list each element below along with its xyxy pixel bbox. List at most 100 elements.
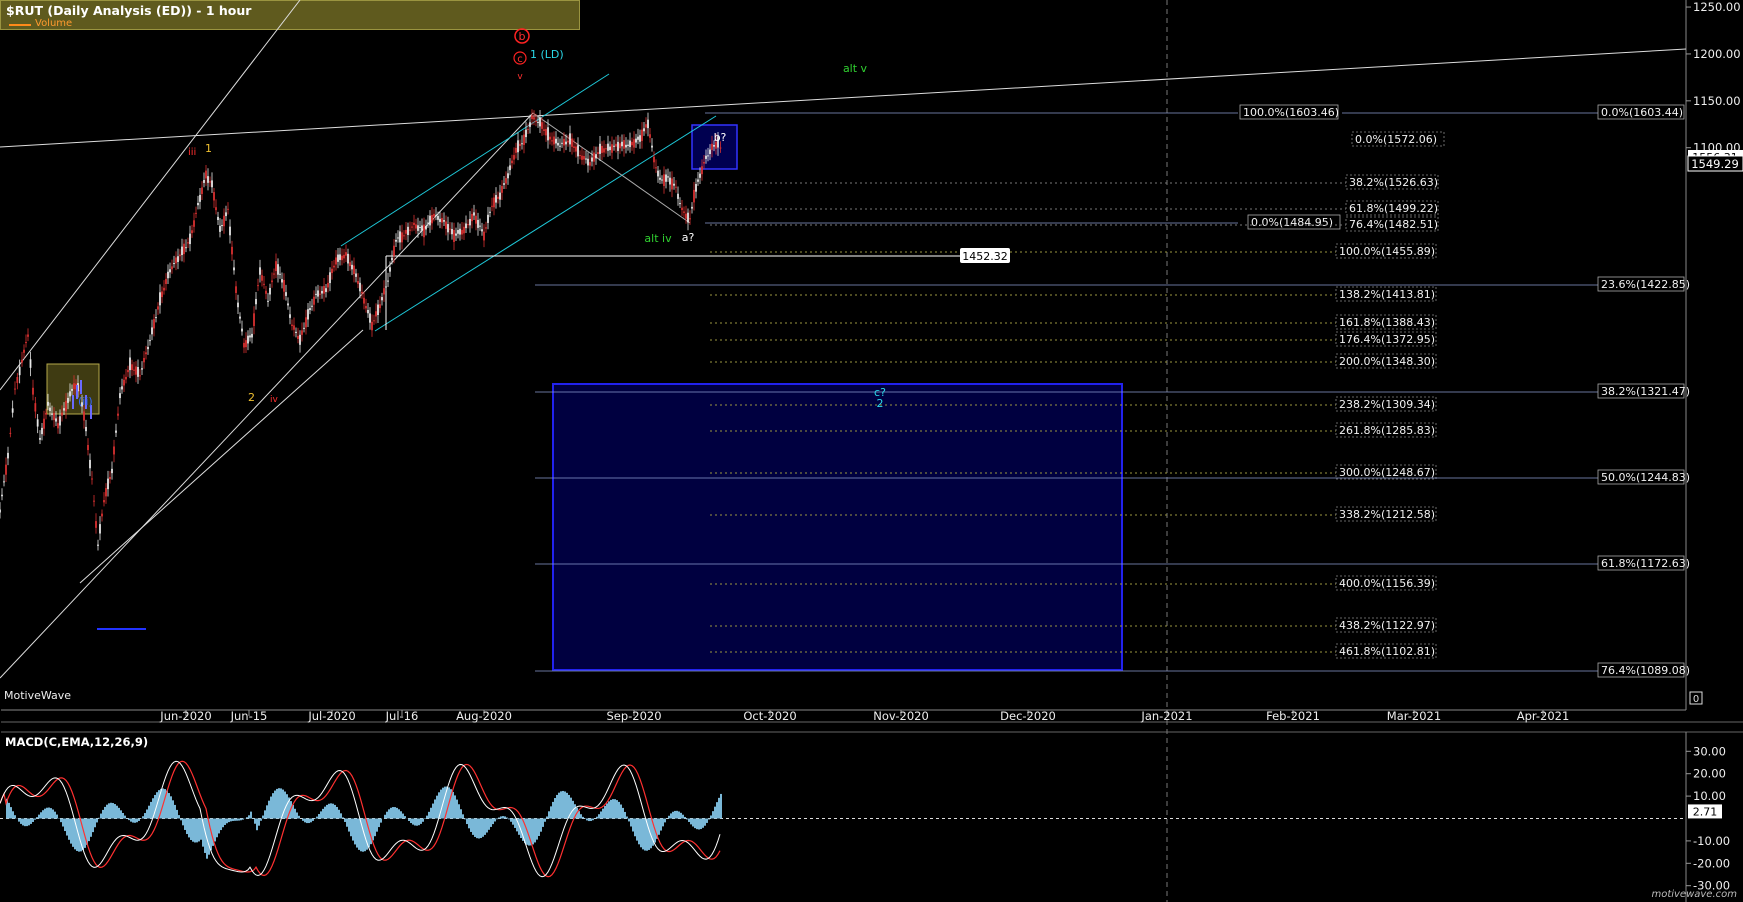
price-candle-body — [479, 225, 481, 227]
price-candle-body — [433, 213, 435, 217]
macd-histogram-bar — [568, 794, 570, 819]
y-tick-label: 1200.00 — [1693, 47, 1741, 61]
price-candle-body — [259, 267, 261, 275]
wave-label-2: 2 — [248, 391, 255, 404]
price-candle-body — [47, 401, 49, 406]
macd-histogram-bar — [552, 801, 554, 819]
price-candle-body — [301, 330, 303, 335]
macd-histogram-bar — [236, 818, 238, 821]
price-candle-body — [41, 427, 43, 435]
macd-histogram-bar — [372, 818, 374, 841]
macd-histogram-bar — [582, 816, 584, 819]
macd-histogram-bar — [84, 818, 86, 848]
macd-histogram-bar — [452, 791, 454, 819]
price-candle-body — [693, 189, 695, 203]
macd-histogram-bar — [90, 818, 92, 837]
fib-right-label-box — [1597, 276, 1685, 292]
macd-histogram-bar — [342, 817, 344, 819]
x-tick-label: Jul-16 — [385, 709, 419, 723]
macd-histogram-bar — [644, 818, 646, 851]
price-candle-body — [481, 229, 483, 232]
price-candle-body — [65, 400, 67, 412]
macd-histogram-bar — [374, 818, 376, 837]
fib-small-label: 76.4%(1482.51) — [1345, 216, 1439, 232]
macd-histogram-bar — [288, 797, 290, 819]
price-candle-body — [51, 413, 53, 415]
macd-histogram-bar — [368, 818, 370, 848]
macd-histogram-bar — [148, 805, 150, 819]
price-candle-body — [191, 230, 193, 234]
macd-histogram-bar — [32, 818, 34, 822]
macd-histogram-bar — [466, 818, 468, 825]
macd-histogram-bar — [260, 818, 262, 821]
price-candle-body — [325, 288, 327, 292]
fib-right-label: 61.8%(1172.63) — [1597, 555, 1690, 571]
macd-histogram-bar — [682, 814, 684, 819]
macd-histogram-bar — [258, 818, 260, 826]
price-candle-body — [247, 335, 249, 344]
macd-histogram-bar — [348, 818, 350, 832]
macd-histogram-bar — [462, 814, 464, 819]
price-candle-body — [351, 264, 353, 270]
macd-histogram-bar — [82, 818, 84, 851]
price-candle-body — [323, 285, 325, 294]
price-candle-body — [531, 115, 533, 120]
macd-histogram-bar — [596, 816, 598, 819]
macd-histogram-bar — [76, 818, 78, 851]
wave-label-b: b — [519, 30, 526, 43]
price-candle-body — [485, 227, 487, 229]
price-candle-body — [609, 146, 611, 151]
price-candle-body — [11, 408, 14, 413]
chart-title-box[interactable]: $RUT (Daily Analysis (ED)) - 1 hour Volu… — [0, 0, 580, 30]
price-candle-body — [219, 225, 221, 232]
fib-retrace-label: 100.0%(1603.46) — [1239, 104, 1339, 120]
macd-histogram-bar — [208, 818, 210, 855]
fib-extension-label-text: 438.2%(1122.97) — [1339, 619, 1435, 632]
macd-histogram-bar — [702, 818, 704, 828]
fib-right-label: 76.4%(1089.08) — [1597, 662, 1690, 678]
macd-histogram-bar — [56, 814, 58, 819]
price-candle-body — [405, 229, 407, 234]
price-candle-body — [223, 215, 225, 227]
macd-histogram-bar — [38, 814, 40, 819]
fib-retrace-label-text: 0.0%(1484.95) — [1251, 216, 1333, 229]
macd-histogram-bar — [358, 818, 360, 850]
macd-histogram-bar — [134, 818, 136, 823]
macd-histogram-bar — [506, 817, 508, 819]
macd-histogram-bar — [226, 818, 228, 824]
macd-histogram-bar — [530, 818, 532, 846]
price-candle-body — [461, 229, 463, 235]
macd-histogram-bar — [10, 807, 12, 819]
price-candle-body — [153, 319, 155, 329]
macd-histogram-bar — [306, 818, 308, 824]
price-candle-body — [137, 367, 139, 377]
macd-histogram-bar — [502, 816, 504, 819]
macd-histogram-bar — [588, 818, 590, 822]
macd-histogram-bar — [170, 796, 172, 819]
macd-histogram-bar — [544, 818, 546, 822]
volume-swatch — [9, 24, 31, 26]
price-candle-body — [327, 282, 329, 288]
zone-candle-body — [80, 380, 82, 394]
price-candle-body — [9, 432, 12, 434]
price-candle-body — [539, 117, 541, 127]
price-candle-body — [581, 155, 583, 160]
fib-extension-label-text: 200.0%(1348.30) — [1339, 355, 1435, 368]
macd-histogram-bar — [624, 811, 626, 819]
macd-histogram-bar — [362, 818, 364, 852]
macd-histogram-bar — [168, 793, 170, 819]
macd-histogram-bar — [604, 805, 606, 819]
price-candle-body — [355, 273, 357, 277]
macd-histogram-bar — [434, 799, 436, 819]
price-candle-body — [317, 290, 319, 297]
macd-histogram-bar — [478, 818, 480, 839]
price-candle-body — [475, 215, 477, 224]
macd-histogram-bar — [312, 818, 314, 821]
macd-histogram-bar — [700, 818, 702, 830]
price-candle-body — [249, 335, 251, 338]
zone-candle-body — [72, 395, 74, 409]
x-tick-label: Sep-2020 — [606, 709, 661, 723]
wave-label-c: c — [517, 54, 523, 65]
price-candle-body — [61, 412, 63, 416]
